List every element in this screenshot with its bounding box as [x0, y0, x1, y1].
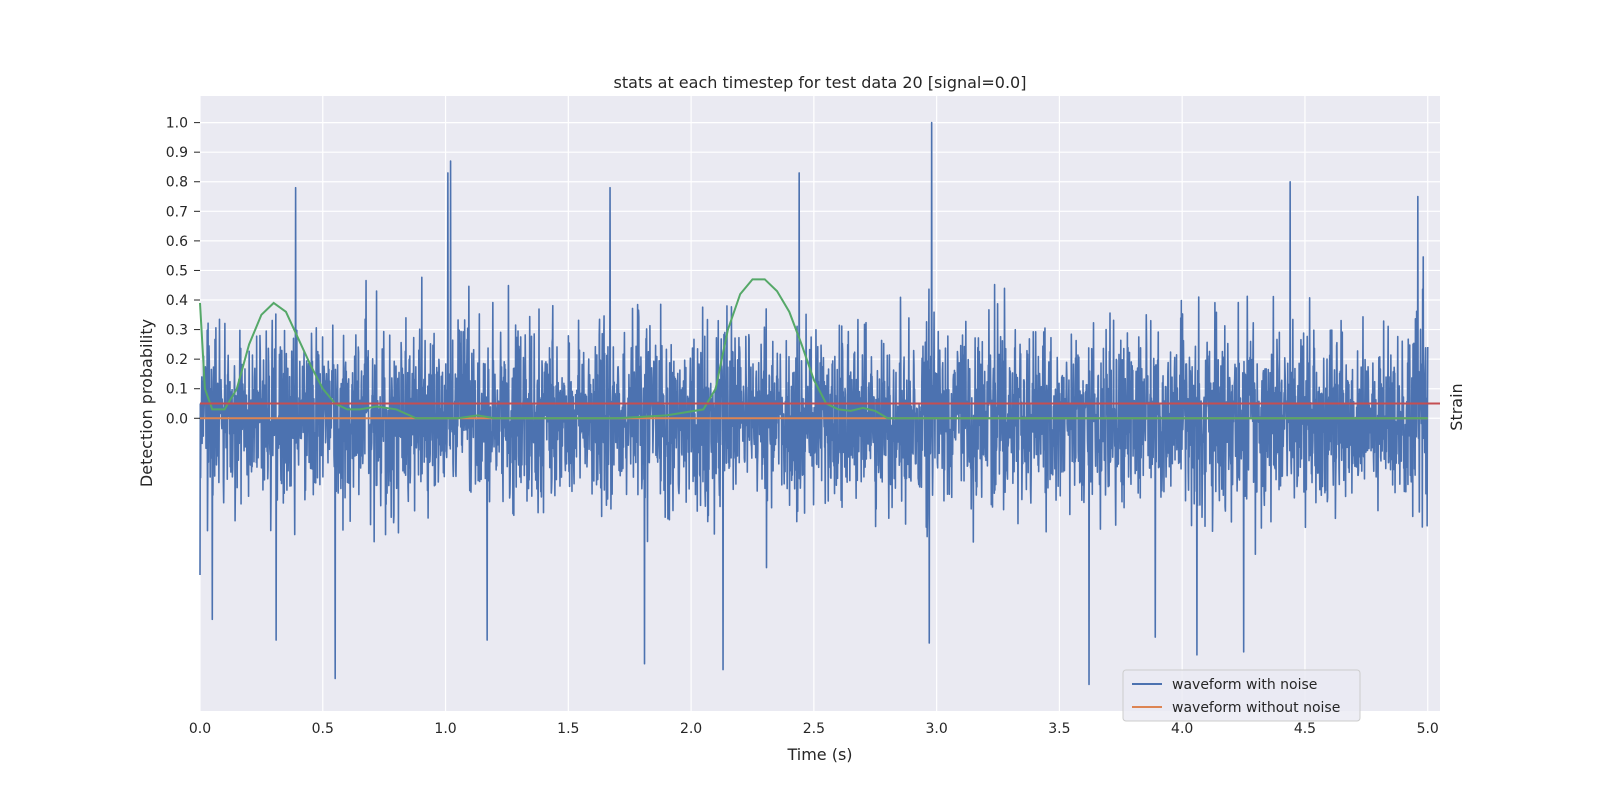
y-tick-label: 0.3 — [166, 323, 188, 339]
x-tick-label: 3.0 — [926, 721, 948, 737]
series-waveform-with-noise — [199, 121, 1429, 686]
x-axis-title: Time (s) — [786, 745, 852, 764]
y-tick-label: 0.5 — [166, 263, 188, 279]
y-tick-label: 1.0 — [166, 116, 188, 132]
chart-title: stats at each timestep for test data 20 … — [614, 73, 1027, 92]
x-tick-label: 3.5 — [1048, 721, 1070, 737]
y-tick-label: 0.4 — [166, 293, 188, 309]
y-tick-label: 0.1 — [166, 382, 188, 398]
y-axis-title: Detection probability — [137, 319, 156, 487]
secondary-y-axis-title: Strain — [1447, 383, 1466, 430]
x-tick-label: 5.0 — [1417, 721, 1439, 737]
y-tick-label: 0.8 — [166, 175, 188, 191]
x-tick-label: 1.5 — [557, 721, 579, 737]
legend-label-waveform-without-noise: waveform without noise — [1172, 700, 1340, 716]
x-tick-label: 2.0 — [680, 721, 702, 737]
series-layer — [199, 121, 1440, 686]
y-tick-label: 0.2 — [166, 352, 188, 368]
y-tick-label: 0.9 — [166, 145, 188, 161]
y-ticks: 0.0 0.1 0.2 0.3 0.4 0.5 0.6 0.7 0.8 0.9 1.0 — [166, 116, 200, 427]
y-tick-label: 0.7 — [166, 204, 188, 220]
x-tick-label: 0.5 — [312, 721, 334, 737]
x-tick-label: 2.5 — [803, 721, 825, 737]
series-detection-probability — [199, 278, 1428, 420]
x-tick-label: 0.0 — [189, 721, 211, 737]
y-tick-label: 0.0 — [166, 411, 188, 427]
x-tick-label: 1.0 — [434, 721, 456, 737]
x-tick-label: 4.5 — [1294, 721, 1316, 737]
legend-box — [1122, 669, 1361, 722]
x-tick-label: 4.0 — [1171, 721, 1193, 737]
legend: waveform with noise waveform without noi… — [1122, 669, 1361, 722]
x-ticks: 0.0 0.5 1.0 1.5 2.0 2.5 3.0 3.5 4.0 4.5 5.0 — [189, 721, 1439, 737]
legend-label-waveform-with-noise: waveform with noise — [1172, 677, 1317, 693]
y-tick-label: 0.6 — [166, 234, 188, 250]
